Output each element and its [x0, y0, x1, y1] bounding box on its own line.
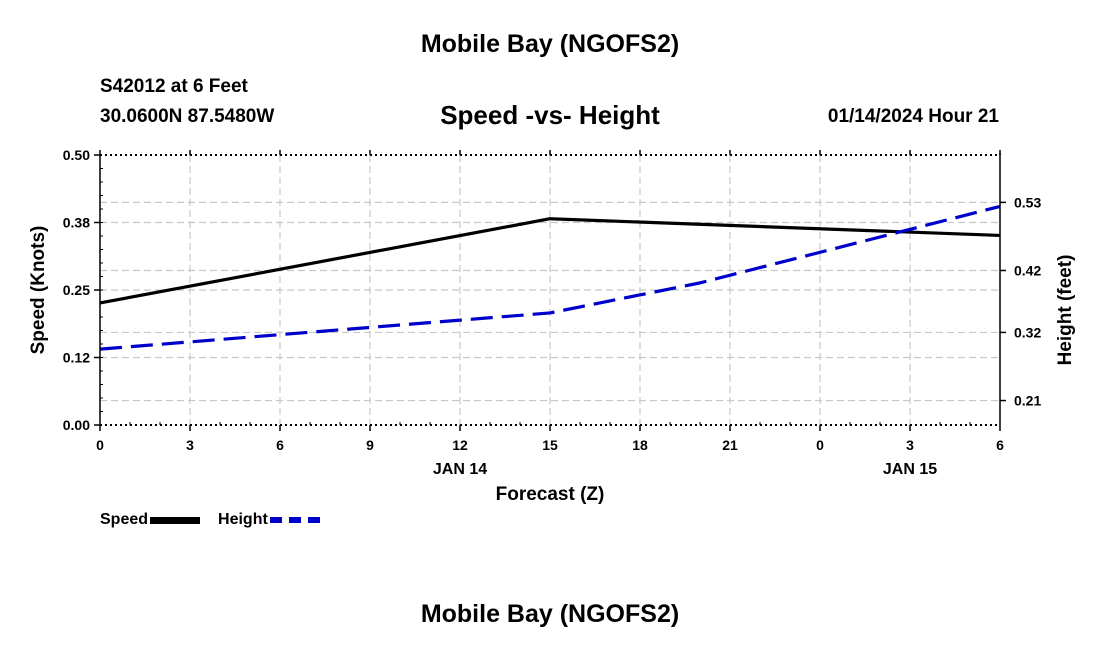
legend-height-label: Height — [218, 511, 268, 528]
series-line-height — [99, 204, 1001, 351]
x-tick-label-0: 0 — [96, 437, 104, 453]
x-tick-label-6: 18 — [632, 437, 648, 453]
forecast-datetime: 01/14/2024 Hour 21 — [827, 106, 999, 127]
station-label: S42012 at 6 Feet — [100, 76, 248, 97]
x-tick-label-4: 12 — [452, 437, 468, 453]
legend-height-swatch — [269, 517, 320, 523]
x-tick-label-1: 3 — [186, 437, 194, 453]
legend-item-height: Height — [218, 511, 320, 529]
frame-layer — [94, 150, 1006, 431]
label-layer: 0 3 6 9 12 15 18 21 0 3 6 0.00 0.12 0.25 0.38 0.50 0.21 0… — [28, 147, 1076, 505]
y-tick-label-0: 0.00 — [63, 417, 90, 433]
grid-layer — [100, 155, 1000, 425]
x-date-label-0: JAN 14 — [433, 461, 487, 478]
legend-speed-label: Speed — [100, 511, 149, 528]
chart-legend: Speed Height — [100, 509, 338, 531]
x-axis-title: Forecast (Z) — [496, 484, 605, 505]
y-axis-title: Speed (Knots) — [28, 226, 49, 355]
x-tick-label-9: 3 — [906, 437, 914, 453]
series-layer — [99, 204, 1001, 351]
chart-subtitle: Speed -vs- Height — [440, 100, 660, 130]
series-line-speed — [99, 217, 1001, 305]
chart-main-title: Mobile Bay (NGOFS2) — [420, 30, 680, 58]
legend-speed-swatch — [150, 516, 201, 524]
station-coordinates: 30.0600N 87.5480W — [100, 106, 275, 127]
x-tick-label-7: 21 — [722, 437, 738, 453]
y-tick-label-3: 0.38 — [63, 215, 90, 231]
y-tick-label-1: 0.12 — [63, 350, 90, 366]
y2-tick-label-2: 0.42 — [1014, 262, 1041, 278]
legend-item-speed: Speed — [100, 511, 201, 529]
y2-tick-label-1: 0.32 — [1014, 324, 1041, 340]
chart-footer-title: Mobile Bay (NGOFS2) — [420, 600, 680, 628]
x-tick-label-3: 9 — [366, 437, 374, 453]
y-tick-label-2: 0.25 — [63, 282, 90, 298]
y-tick-label-4: 0.50 — [63, 147, 90, 163]
x-date-label-1: JAN 15 — [883, 461, 937, 478]
y2-tick-label-3: 0.53 — [1014, 194, 1041, 210]
x-tick-label-2: 6 — [276, 437, 284, 453]
x-tick-label-8: 0 — [816, 437, 824, 453]
y2-axis-title: Height (feet) — [1055, 255, 1076, 366]
x-tick-label-10: 6 — [996, 437, 1004, 453]
x-tick-label-5: 15 — [542, 437, 558, 453]
y2-tick-label-0: 0.21 — [1014, 393, 1041, 409]
